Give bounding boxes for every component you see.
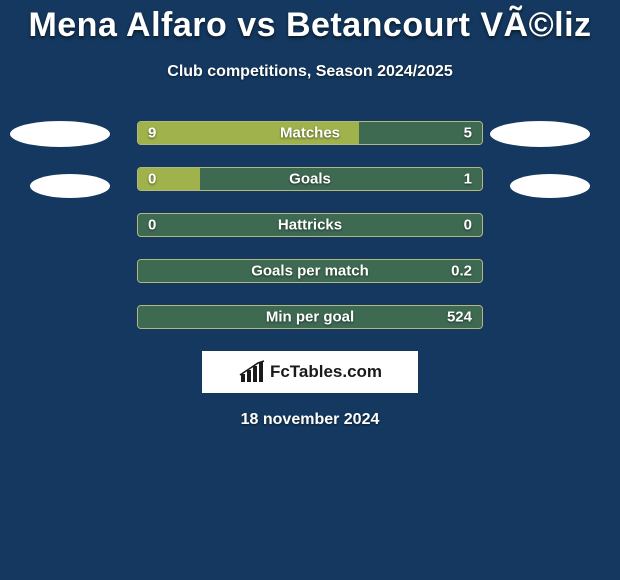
stat-value-right: 5 [464,125,472,142]
stat-row: 0 1 Goals [137,167,483,191]
date-line: 18 november 2024 [0,411,620,429]
stat-value-right: 1 [464,171,472,188]
stat-label: Min per goal [266,309,354,326]
stat-label: Hattricks [278,217,342,234]
logo-text: FcTables.com [270,362,382,382]
stat-label: Goals [289,171,331,188]
stat-rows: 9 5 Matches 0 1 Goals 0 0 Hattricks 0.2 Goals per … [137,121,483,329]
stat-value-right: 524 [447,309,472,326]
stat-row: 0.2 Goals per match [137,259,483,283]
player-placeholder-oval [10,121,110,147]
subtitle: Club competitions, Season 2024/2025 [0,63,620,81]
stat-value-left: 9 [148,125,156,142]
stat-value-left: 0 [148,171,156,188]
player-placeholder-oval [30,174,110,198]
stat-row: 524 Min per goal [137,305,483,329]
stat-value-right: 0.2 [451,263,472,280]
page-title: Mena Alfaro vs Betancourt VÃ©liz [0,0,620,45]
stat-value-right: 0 [464,217,472,234]
player-placeholder-oval [490,121,590,147]
stat-row: 9 5 Matches [137,121,483,145]
bar-chart-icon [238,360,266,384]
stat-fill-right [200,168,482,190]
player-placeholder-oval [510,174,590,198]
stat-row: 0 0 Hattricks [137,213,483,237]
stat-label: Goals per match [251,263,369,280]
chart-area: 9 5 Matches 0 1 Goals 0 0 Hattricks 0.2 Goals per … [0,121,620,329]
stat-value-left: 0 [148,217,156,234]
logo-box: FcTables.com [202,351,418,393]
comparison-infographic: Mena Alfaro vs Betancourt VÃ©liz Club co… [0,0,620,580]
stat-label: Matches [280,125,340,142]
